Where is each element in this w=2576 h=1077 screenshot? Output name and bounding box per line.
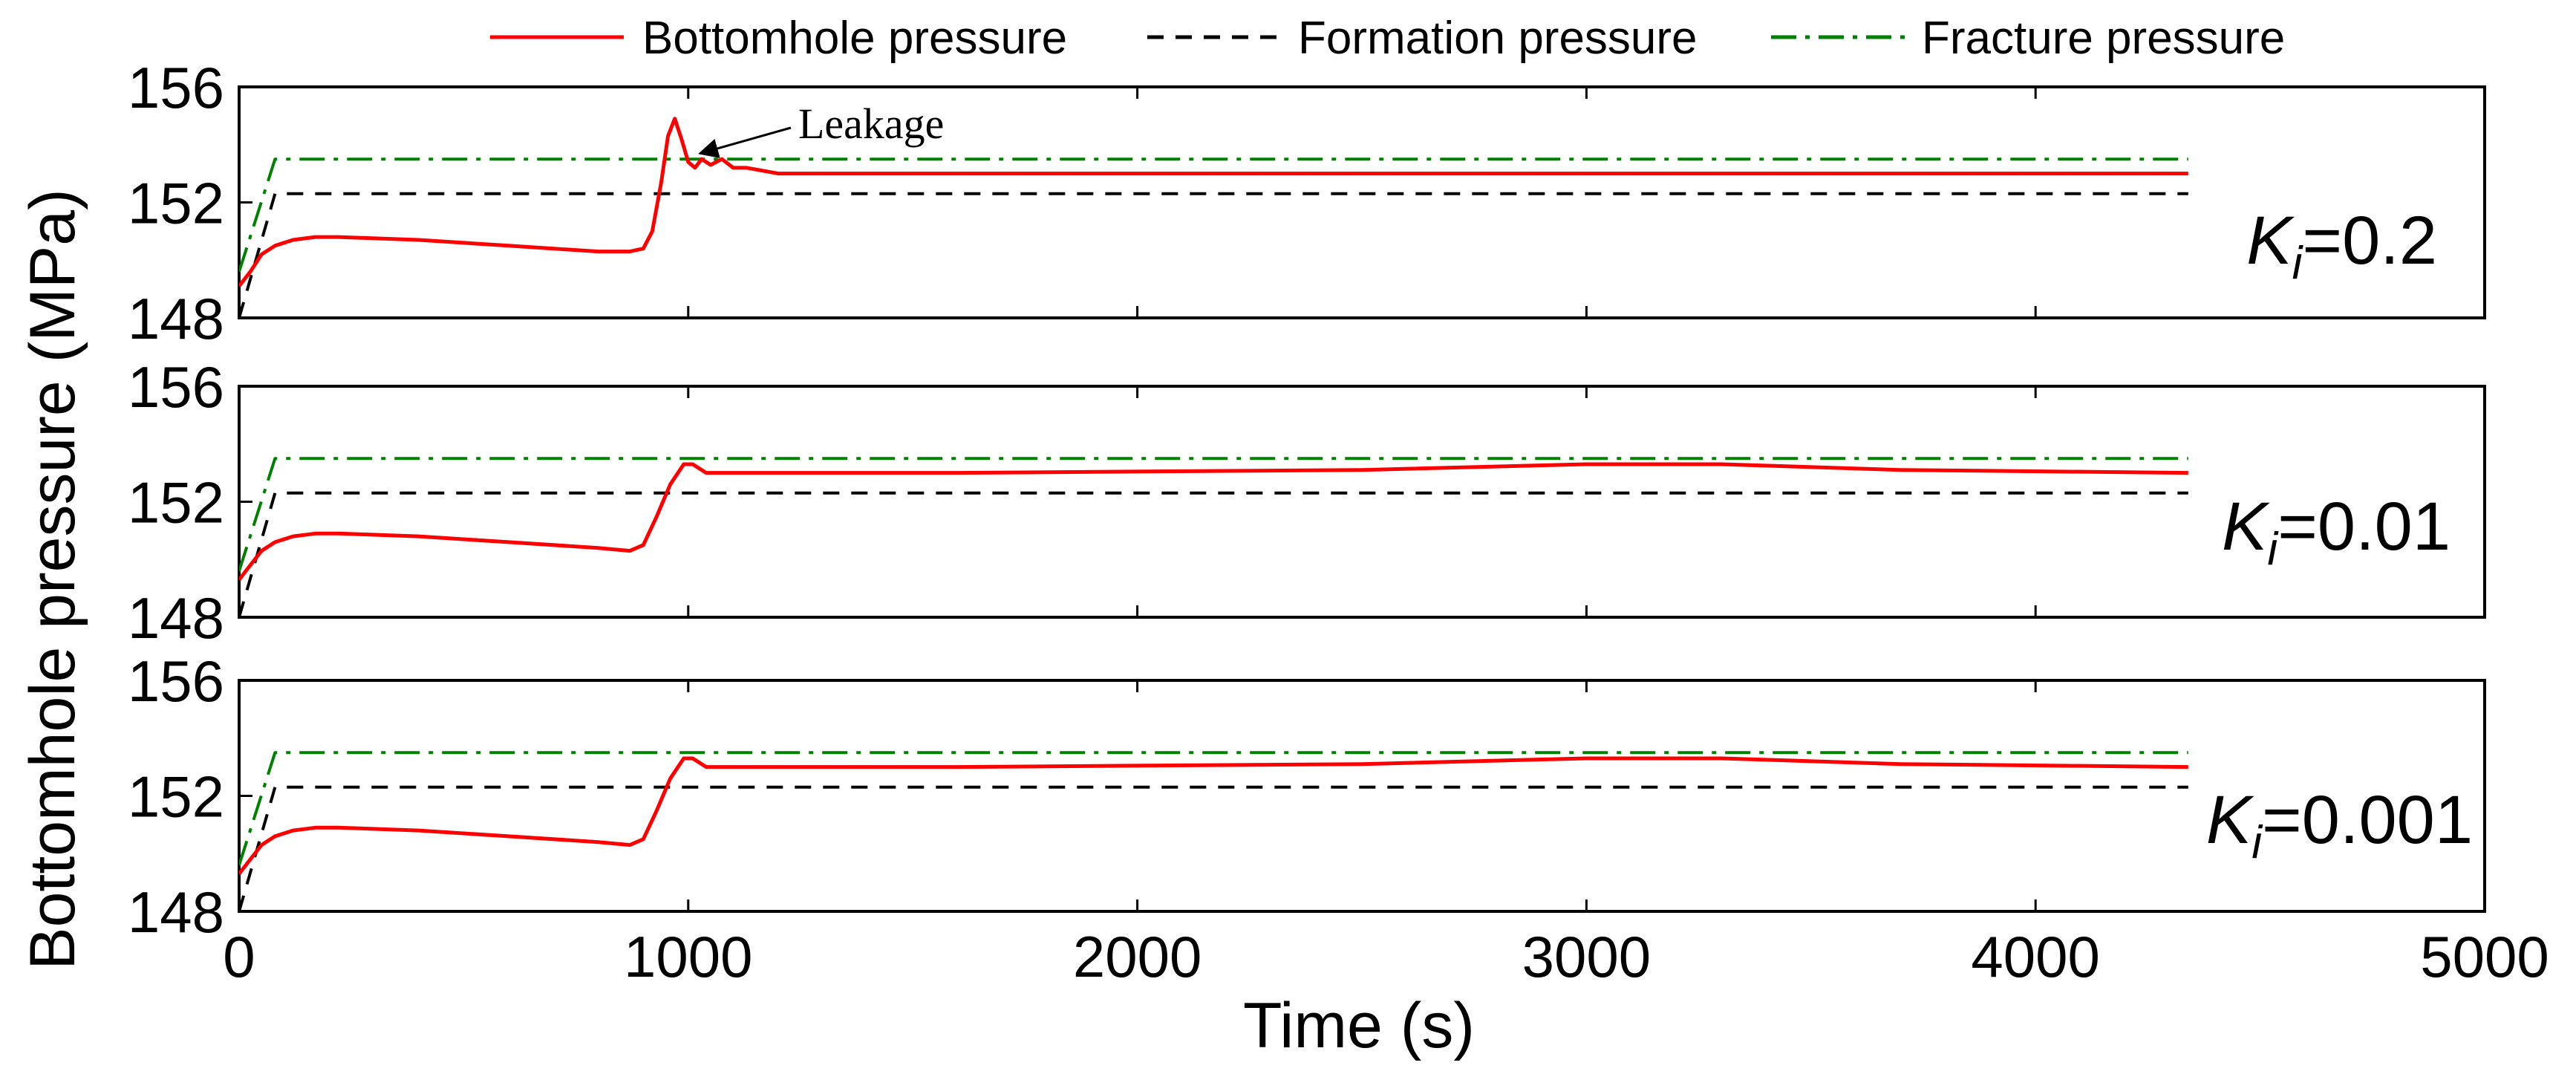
y-axis-label: Bottomhole pressure (MPa) [17,189,88,970]
legend-label-3: Fracture pressure [1922,13,2285,64]
series-line-p3-bottomhole-pressure [239,756,2188,876]
x-axis: 0 1000 2000 3000 4000 5000 [223,924,2549,989]
annotation-arrow [698,126,792,158]
series-line-p2-fracture-pressure [239,457,2188,572]
series-line-p1-bottomhole-pressure [239,117,2188,287]
y-tick-label-p3-1: 148 [128,879,224,945]
panel-2: 148 152 156 Ki=0.01 [128,354,2486,651]
panel-3: 148 152 156 Ki=0.001 [128,648,2486,945]
chart-legend: Bottomhole pressure Formation pressure Fra… [490,13,2285,64]
legend-label-1: Bottomhole pressure [642,13,1067,64]
series-line-p1-formation-pressure [239,192,2188,318]
panel-1: 148 152 156 Ki=0.2 Leakage [128,55,2486,351]
series-line-p1-fracture-pressure [239,157,2188,273]
x-tick-label-3: 2000 [1073,924,1202,989]
y-tick-label-p2-3: 156 [128,354,224,420]
x-tick-label-6: 5000 [2420,924,2549,989]
y-tick-label-p3-3: 156 [128,648,224,714]
y-tick-label-p2-2: 152 [128,470,224,536]
series-line-p2-bottomhole-pressure [239,462,2188,582]
y-tick-label-p1-2: 152 [128,171,224,236]
series-line-p2-formation-pressure [239,491,2188,617]
y-tick-label-p1-3: 156 [128,55,224,120]
x-tick-label-4: 3000 [1522,924,1651,989]
panel-label-2: Ki=0.01 [2222,489,2451,575]
panel-label-1: Ki=0.2 [2246,203,2437,289]
chart-panels: 148152156Ki=0.2Leakage148152156Ki=0.0114… [128,55,2486,945]
annotation-label: Leakage [798,100,944,148]
series-line-p3-fracture-pressure [239,751,2188,866]
legend-label-2: Formation pressure [1298,13,1698,64]
x-tick-label-1: 0 [223,924,255,989]
x-tick-label-2: 1000 [624,924,753,989]
panel-frame-2 [238,385,2486,619]
x-axis-label: Time (s) [1243,990,1475,1061]
series-line-p3-formation-pressure [239,785,2188,911]
panel-frame-1 [238,85,2486,319]
y-tick-label-p3-2: 152 [128,764,224,830]
x-tick-label-5: 4000 [1971,924,2100,989]
panel-label-3: Ki=0.001 [2206,782,2473,868]
panel-frame-3 [238,679,2486,913]
y-tick-label-p2-1: 148 [128,585,224,651]
y-tick-label-p1-1: 148 [128,286,224,351]
